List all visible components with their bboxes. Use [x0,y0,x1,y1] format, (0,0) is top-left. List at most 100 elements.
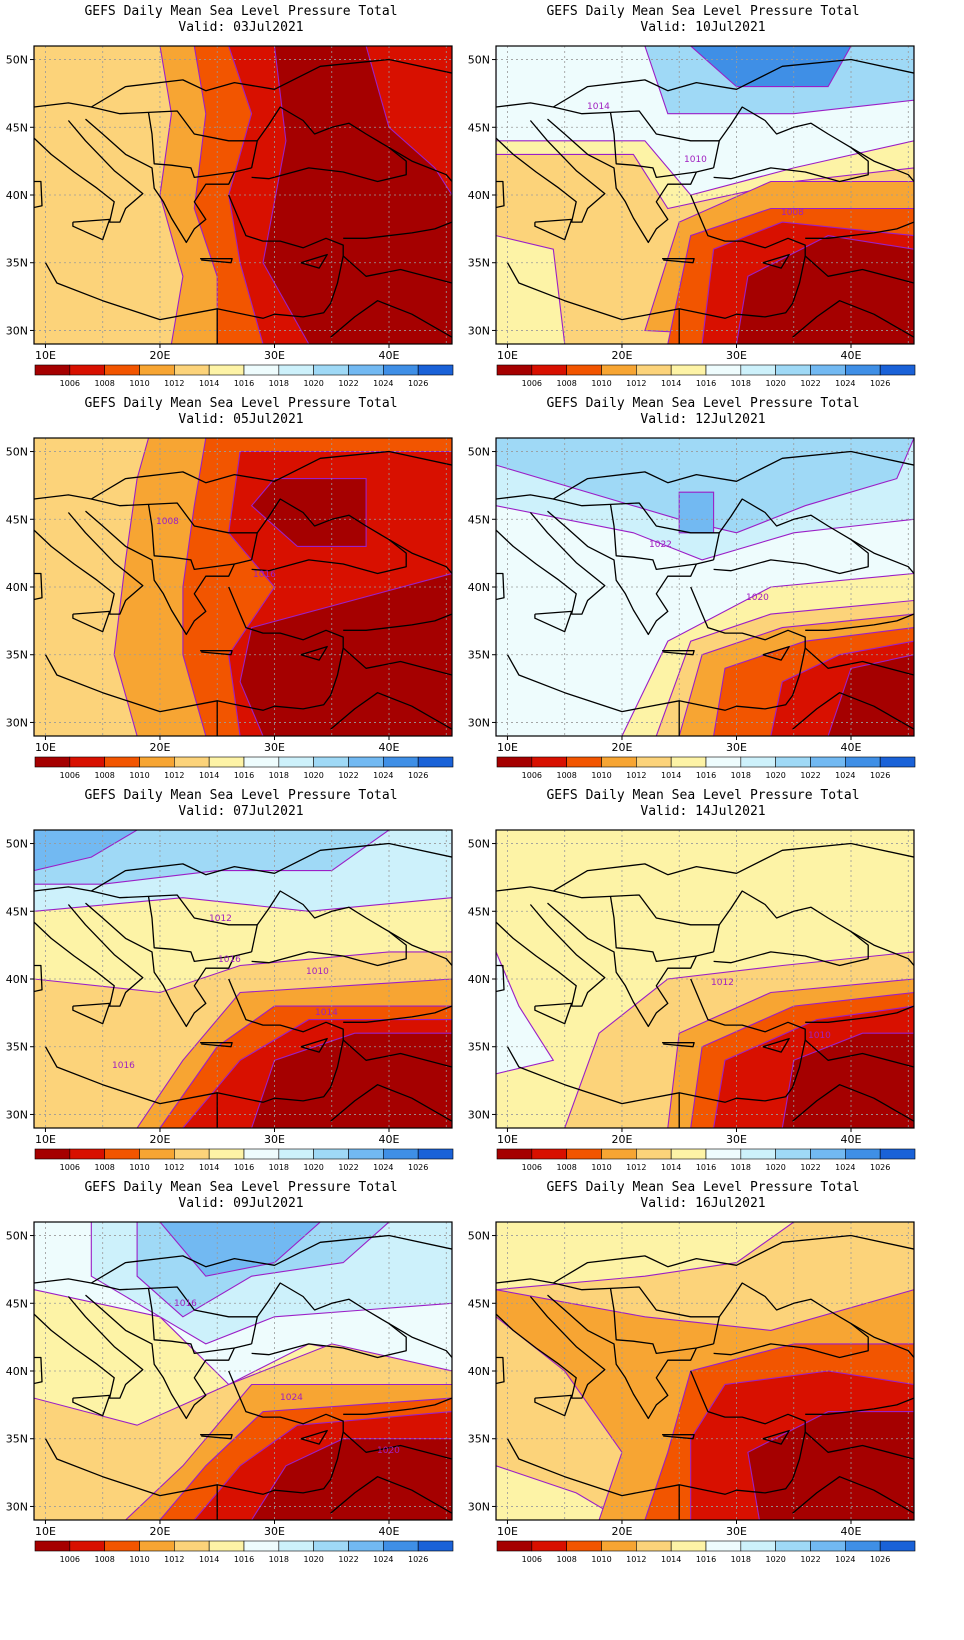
coastline [534,1394,573,1417]
coastline [662,1434,695,1440]
colorbar-label: 1006 [60,1555,80,1564]
contour-label: 1014 [587,102,610,112]
colorbar-swatch [104,364,140,376]
coastline [496,58,914,108]
colorbar-swatch [740,364,776,376]
contour-label: 1008 [781,208,804,218]
map-frame: 1022 1020 50N 45N 40N 35N 30N 10E 20E 30E 40E [468,437,915,754]
lon-tick-label: 30E [264,349,285,362]
panel-title: GEFS Daily Mean Sea Level Pressure Total [84,396,398,411]
colorbar-swatch [313,1540,349,1552]
colorbar-label: 1014 [199,1555,219,1564]
colorbar-swatch [531,1540,567,1552]
colorbar-label: 1020 [765,1555,785,1564]
colorbar-label: 1006 [522,1163,542,1172]
coastline [712,1282,869,1359]
map-frame: 50N 45N 40N 35N 30N 10E 20E 30E 40E [468,1221,915,1538]
colorbar-label: 1020 [303,1555,323,1564]
colorbar-label: 1022 [338,379,358,388]
colorbar-label: 1024 [373,1163,393,1172]
colorbar: 1006 1008 1010 1012 1014 1016 1018 1020 1022 1024… [34,364,454,388]
panel-valid-date: Valid: 07Jul2021 [178,804,304,819]
colorbar-label: 1012 [164,379,184,388]
coastline [534,1002,573,1025]
colorbar-label: 1016 [696,379,716,388]
lat-tick-label: 50N [6,1230,28,1243]
lon-tick-label: 30E [726,1133,747,1146]
lat-tick-label: 40N [6,973,28,986]
colorbar-label: 1024 [373,1555,393,1564]
lon-tick-label: 20E [149,349,170,362]
coastline [300,1037,328,1053]
colorbar-swatch [69,756,105,768]
colorbar-label: 1006 [60,771,80,780]
colorbar-swatch [845,1540,881,1552]
colorbar-label: 1016 [234,771,254,780]
coastline [850,147,914,182]
coastline [496,1296,606,1399]
colorbar-swatch [810,1540,846,1552]
colorbar-label: 1012 [626,1555,646,1564]
colorbar-label: 1010 [129,771,149,780]
colorbar-swatch [636,364,672,376]
colorbar-swatch [34,756,71,768]
colorbar-swatch [670,364,707,376]
colorbar-swatch [705,364,742,376]
colorbar-label: 1026 [408,379,428,388]
coastline [91,890,258,926]
pressure-band [781,1032,914,1128]
coastline [343,1005,452,1023]
panel-title: GEFS Daily Mean Sea Level Pressure Total [546,396,860,411]
colorbar-swatch [601,1540,637,1552]
colorbar-label: 1026 [870,379,890,388]
panel-valid-date: Valid: 12Jul2021 [640,412,766,427]
lat-tick-label: 30N [6,324,28,337]
lon-tick-label: 30E [726,1525,747,1538]
coastline [762,645,790,661]
lat-tick-label: 50N [6,838,28,851]
colorbar-label: 1006 [522,1555,542,1564]
colorbar-swatch [601,364,637,376]
coastline [147,896,252,963]
coastline [34,512,144,615]
coastline [91,106,258,142]
colorbar-label: 1010 [591,1163,611,1172]
panel-valid-date: Valid: 05Jul2021 [178,412,304,427]
colorbar-swatch [845,756,881,768]
lat-tick-label: 35N [6,1433,28,1446]
colorbar-label: 1024 [835,379,855,388]
map-frame: 1024 1020 1016 50N 45N 40N 35N 30N 10E 20E 30E 40E [6,1221,453,1538]
lon-tick-label: 30E [726,741,747,754]
map-panel-1: GEFS Daily Mean Sea Level Pressure Total… [0,0,482,410]
colorbar-swatch [601,1148,637,1160]
contour-label: 1010 [306,967,329,977]
colorbar-swatch [417,1148,454,1160]
colorbar-label: 1014 [199,771,219,780]
coastline [343,221,452,239]
colorbar-swatch [208,1540,245,1552]
colorbar-label: 1026 [870,771,890,780]
colorbar: 1006 1008 1010 1012 1014 1016 1018 1020 1022 1024… [34,1540,454,1564]
colorbar-swatch [496,1148,533,1160]
colorbar-label: 1006 [60,379,80,388]
coastline [547,1294,697,1420]
coastline [147,504,252,571]
lon-tick-label: 40E [379,741,400,754]
lon-tick-label: 10E [35,349,56,362]
coastline [300,253,328,269]
panel-valid-date: Valid: 09Jul2021 [178,1196,304,1211]
lat-tick-label: 35N [468,1433,490,1446]
coastline [913,1330,914,1332]
colorbar-label: 1020 [765,771,785,780]
coastline [496,512,606,615]
colorbar-swatch [566,1148,602,1160]
panel-title: GEFS Daily Mean Sea Level Pressure Total [84,1180,398,1195]
lat-tick-label: 40N [468,973,490,986]
coastline [250,890,407,967]
colorbar: 1006 1008 1010 1012 1014 1016 1018 1020 1022 1024… [496,1148,916,1172]
colorbar-swatch [104,756,140,768]
coastline [72,1002,111,1025]
pressure-band [239,572,452,736]
coastline [547,902,697,1028]
coastline [330,300,452,338]
